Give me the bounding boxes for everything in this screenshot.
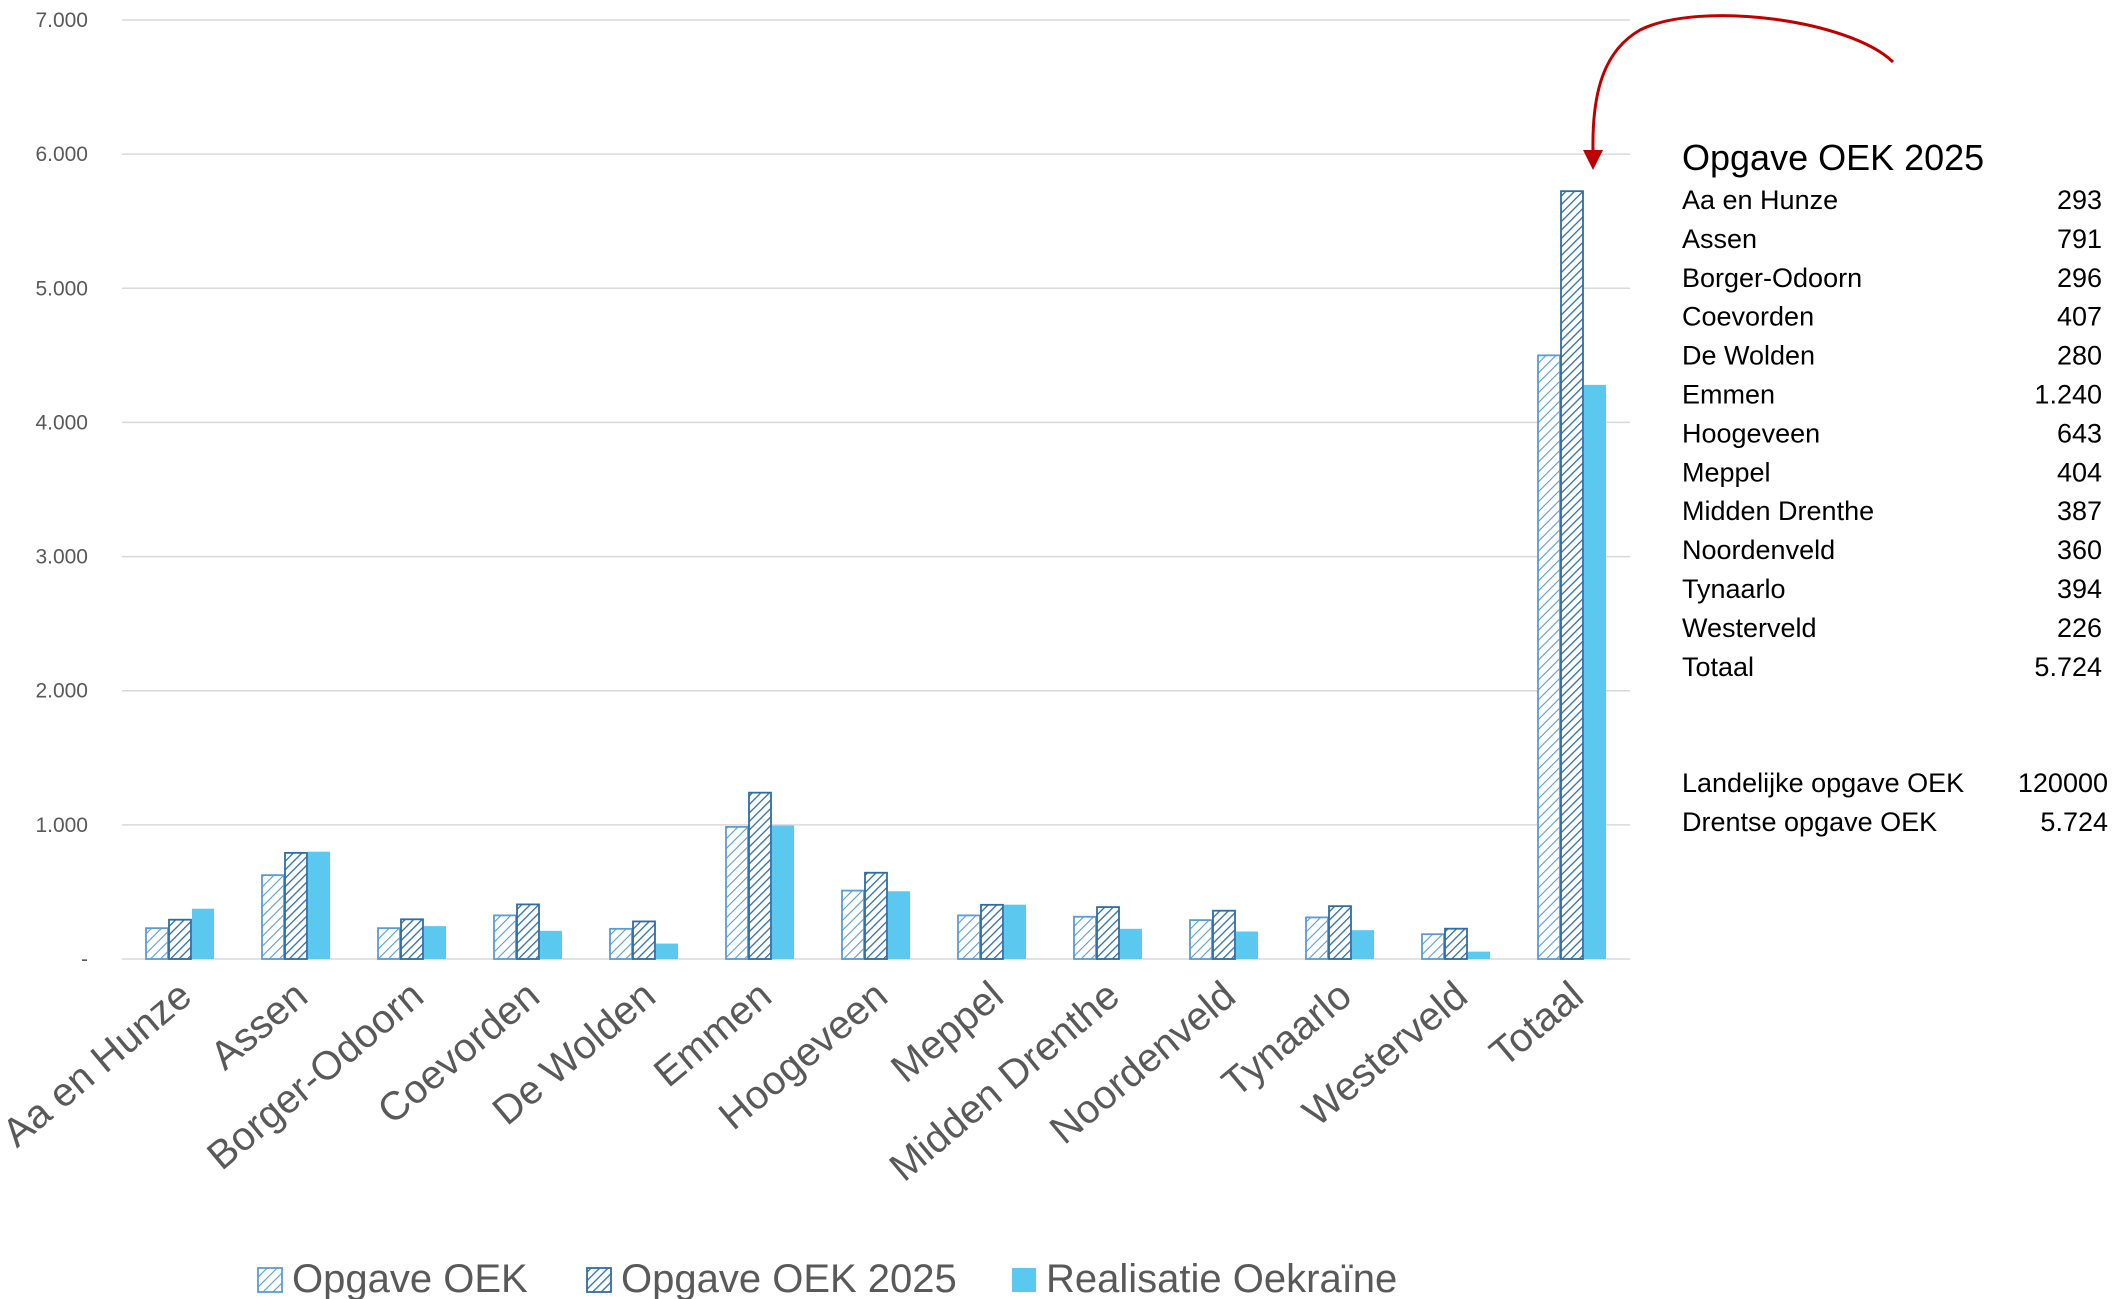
side-table-value: 387 <box>2057 496 2102 526</box>
bar-opgave-oek <box>1189 919 1213 960</box>
side-table-value: 280 <box>2057 341 2102 371</box>
annotation-arrow-curve <box>1591 14 1895 151</box>
legend-swatch <box>257 1267 283 1293</box>
side-table-title: Opgave OEK 2025 <box>1682 137 1984 178</box>
bar-realisatie-oekraine <box>1352 930 1374 959</box>
y-tick-label: 1.000 <box>35 814 88 837</box>
bar-opgave-oek <box>261 874 285 960</box>
side-table-value: 404 <box>2057 457 2102 487</box>
bar-realisatie-oekraine <box>1584 384 1606 960</box>
bar-opgave-oek <box>493 914 517 960</box>
x-tick-label: Totaal <box>1482 973 1592 1075</box>
side-table-label: Aa en Hunze <box>1682 185 1838 215</box>
bar-opgave-oek <box>1421 933 1445 960</box>
side-table-label: Coevorden <box>1682 302 1814 332</box>
legend-label: Opgave OEK <box>292 1257 528 1299</box>
side-table-label: Midden Drenthe <box>1682 496 1874 526</box>
annotation-arrow <box>1583 14 1895 170</box>
bar-opgave-oek-2025 <box>284 851 308 960</box>
y-tick-label: 4.000 <box>35 411 88 434</box>
side-table-label: Meppel <box>1682 457 1771 487</box>
legend-swatch <box>1012 1268 1036 1292</box>
y-tick-label: - <box>81 948 88 971</box>
side-table-value: 5.724 <box>2034 652 2102 682</box>
bar-opgave-oek-2025 <box>168 918 192 960</box>
bar-opgave-oek-2025 <box>748 791 772 960</box>
gridlines <box>122 19 1630 960</box>
bar-realisatie-oekraine <box>888 891 910 959</box>
summary-label: Drentse opgave OEK <box>1682 807 1937 837</box>
summary-value: 120000 <box>2018 768 2108 798</box>
bar-opgave-oek <box>609 927 633 960</box>
bar-realisatie-oekraine <box>540 930 562 959</box>
side-table-label: Tynaarlo <box>1682 574 1786 604</box>
side-table-value: 293 <box>2057 185 2102 215</box>
side-table-value: 1.240 <box>2034 380 2102 410</box>
y-tick-label: 5.000 <box>35 277 88 300</box>
y-tick-label: 7.000 <box>35 9 88 32</box>
bar-realisatie-oekraine <box>772 825 794 959</box>
bar-opgave-oek-2025 <box>1560 190 1584 960</box>
bar-opgave-oek-2025 <box>632 920 656 960</box>
side-table-label: Noordenveld <box>1682 535 1835 565</box>
y-axis-ticks: - 1.000 2.000 3.000 4.000 5.000 6.000 7.000 <box>35 9 88 971</box>
side-table: Opgave OEK 2025 Aa en Hunze 293 Assen 791 Bo… <box>1682 137 2108 837</box>
bar-opgave-oek-2025 <box>980 903 1004 960</box>
bar-opgave-oek <box>725 825 749 960</box>
bars <box>145 190 1606 960</box>
side-table-value: 296 <box>2057 263 2102 293</box>
side-table-label: De Wolden <box>1682 341 1815 371</box>
bar-opgave-oek-2025 <box>864 871 888 960</box>
side-table-label: Emmen <box>1682 380 1775 410</box>
legend: Opgave OEK Opgave OEK 2025 Realisatie Oekr… <box>257 1257 1397 1299</box>
bar-opgave-oek <box>145 927 169 960</box>
summary-value: 5.724 <box>2040 807 2108 837</box>
bar-opgave-oek-2025 <box>516 903 540 960</box>
x-axis-labels: Aa en Hunze AssenBorger-OdoornCoevordenDe… <box>0 973 1592 1190</box>
side-table-value: 394 <box>2057 574 2102 604</box>
bar-opgave-oek <box>841 889 865 960</box>
bar-opgave-oek <box>1073 915 1097 960</box>
bar-realisatie-oekraine <box>1004 904 1026 959</box>
bar-opgave-oek <box>957 914 981 960</box>
side-table-label: Totaal <box>1682 652 1754 682</box>
x-tick-label: Aa en Hunze <box>0 973 200 1155</box>
summary-label: Landelijke opgave OEK <box>1682 768 1964 798</box>
bar-realisatie-oekraine <box>308 851 330 959</box>
bar-realisatie-oekraine <box>656 943 678 959</box>
side-table-label: Borger-Odoorn <box>1682 263 1862 293</box>
bar-opgave-oek-2025 <box>1096 906 1120 960</box>
side-table-label: Hoogeveen <box>1682 418 1820 448</box>
legend-label: Realisatie Oekraïne <box>1046 1257 1397 1299</box>
bar-opgave-oek <box>377 927 401 960</box>
bar-opgave-oek-2025 <box>1328 905 1352 960</box>
side-table-value: 643 <box>2057 418 2102 448</box>
y-tick-label: 2.000 <box>35 680 88 703</box>
y-tick-label: 3.000 <box>35 546 88 569</box>
bar-opgave-oek-2025 <box>400 918 424 960</box>
side-table-value: 791 <box>2057 224 2102 254</box>
bar-realisatie-oekraine <box>1120 928 1142 959</box>
bar-realisatie-oekraine <box>1236 931 1258 959</box>
side-table-label: Assen <box>1682 224 1757 254</box>
legend-swatch <box>586 1267 612 1293</box>
annotation-arrowhead <box>1583 150 1603 170</box>
bar-realisatie-oekraine <box>1468 951 1490 959</box>
bar-opgave-oek-2025 <box>1444 927 1468 960</box>
bar-realisatie-oekraine <box>424 926 446 959</box>
side-table-label: Westerveld <box>1682 613 1817 643</box>
bar-realisatie-oekraine <box>192 908 214 959</box>
side-table-value: 226 <box>2057 613 2102 643</box>
y-tick-label: 6.000 <box>35 143 88 166</box>
side-table-value: 407 <box>2057 302 2102 332</box>
bar-opgave-oek <box>1305 916 1329 960</box>
side-table-value: 360 <box>2057 535 2102 565</box>
bar-opgave-oek-2025 <box>1212 909 1236 960</box>
bar-opgave-oek <box>1537 354 1561 960</box>
legend-label: Opgave OEK 2025 <box>621 1257 957 1299</box>
